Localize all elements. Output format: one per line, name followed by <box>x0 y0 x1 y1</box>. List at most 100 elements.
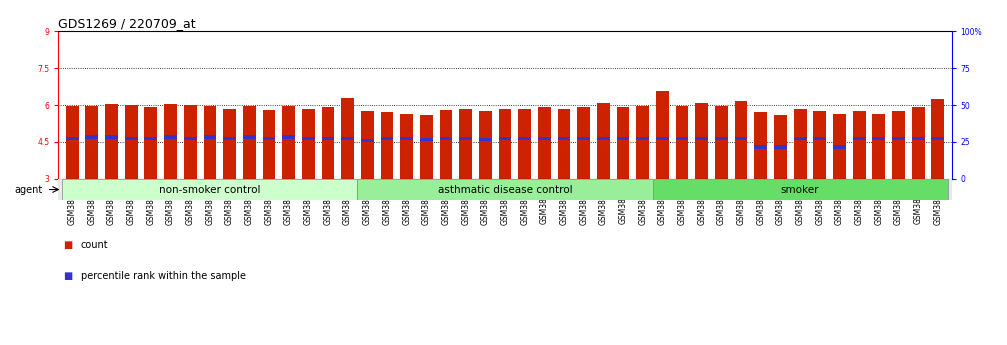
Bar <box>302 109 314 179</box>
Bar <box>420 138 433 141</box>
Bar <box>519 137 531 140</box>
Text: asthmatic disease control: asthmatic disease control <box>438 185 572 195</box>
Bar <box>125 105 138 179</box>
Bar <box>263 137 275 140</box>
Bar <box>538 108 551 179</box>
Bar <box>715 106 728 179</box>
Bar <box>754 112 767 179</box>
Bar <box>597 137 610 140</box>
Bar <box>144 137 157 140</box>
Bar <box>357 179 653 200</box>
Bar <box>184 137 196 140</box>
Bar <box>656 137 669 140</box>
Bar <box>381 112 394 179</box>
Text: GDS1269 / 220709_at: GDS1269 / 220709_at <box>58 17 196 30</box>
Bar <box>735 137 747 140</box>
Bar <box>105 136 118 139</box>
Bar <box>558 109 570 179</box>
Bar <box>164 136 177 139</box>
Bar <box>774 145 786 148</box>
Bar <box>440 137 452 140</box>
Bar <box>833 114 846 179</box>
Bar <box>420 115 433 179</box>
Bar <box>538 137 551 140</box>
Bar <box>872 114 885 179</box>
Bar <box>361 111 374 179</box>
Bar <box>144 108 157 179</box>
Bar <box>65 106 79 179</box>
Bar <box>243 136 256 139</box>
Bar <box>931 99 945 179</box>
Bar <box>656 91 669 179</box>
Bar <box>872 137 885 140</box>
Bar <box>577 108 590 179</box>
Bar <box>519 109 531 179</box>
Bar <box>853 137 866 140</box>
Text: percentile rank within the sample: percentile rank within the sample <box>81 271 246 281</box>
Bar <box>86 106 99 179</box>
Bar <box>911 137 924 140</box>
Text: smoker: smoker <box>780 185 820 195</box>
Bar <box>203 136 217 139</box>
Bar <box>341 98 354 179</box>
Bar <box>774 115 786 179</box>
Bar <box>696 137 708 140</box>
Bar <box>911 108 924 179</box>
Text: agent: agent <box>14 185 42 195</box>
Text: ■: ■ <box>63 240 73 250</box>
Bar <box>282 106 295 179</box>
Bar <box>105 104 118 179</box>
Bar <box>636 137 650 140</box>
Bar <box>400 137 413 140</box>
Bar <box>498 109 512 179</box>
Bar <box>341 137 354 140</box>
Bar <box>125 137 138 140</box>
Bar <box>754 145 767 148</box>
Bar <box>833 145 846 148</box>
Bar <box>203 106 217 179</box>
Bar <box>597 102 610 179</box>
Bar <box>224 109 236 179</box>
Text: ■: ■ <box>63 271 73 281</box>
Bar <box>479 138 491 141</box>
Text: non-smoker control: non-smoker control <box>159 185 261 195</box>
Bar <box>400 114 413 179</box>
Bar <box>321 108 334 179</box>
Bar <box>361 139 374 142</box>
Bar <box>577 137 590 140</box>
Bar <box>184 105 196 179</box>
Bar <box>440 110 452 179</box>
Bar <box>282 136 295 139</box>
Bar <box>853 111 866 179</box>
Bar <box>86 136 99 139</box>
Bar <box>381 137 394 140</box>
Bar <box>636 106 650 179</box>
Bar <box>498 137 512 140</box>
Bar <box>653 179 948 200</box>
Bar <box>558 137 570 140</box>
Text: count: count <box>81 240 108 250</box>
Bar <box>224 137 236 140</box>
Bar <box>814 137 826 140</box>
Bar <box>892 111 905 179</box>
Bar <box>479 111 491 179</box>
Bar <box>459 137 472 140</box>
Bar <box>676 137 689 140</box>
Bar <box>794 137 807 140</box>
Bar <box>459 109 472 179</box>
Bar <box>65 137 79 140</box>
Bar <box>616 108 629 179</box>
Bar <box>263 110 275 179</box>
Bar <box>62 179 357 200</box>
Bar <box>696 102 708 179</box>
Bar <box>676 106 689 179</box>
Bar <box>814 111 826 179</box>
Bar <box>735 101 747 179</box>
Bar <box>931 137 945 140</box>
Bar <box>794 109 807 179</box>
Bar <box>164 104 177 179</box>
Bar <box>715 137 728 140</box>
Bar <box>243 106 256 179</box>
Bar <box>616 137 629 140</box>
Bar <box>321 137 334 140</box>
